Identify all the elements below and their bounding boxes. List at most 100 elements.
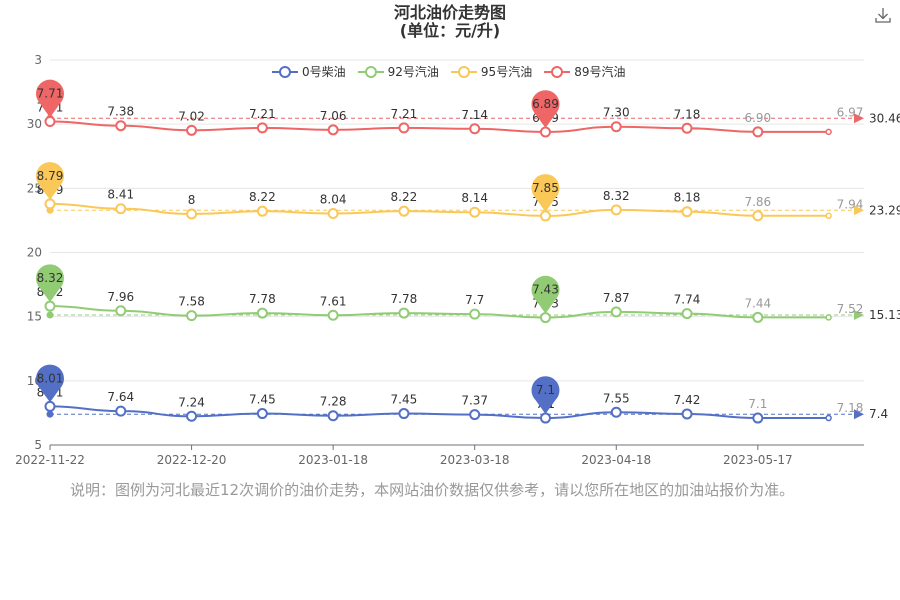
max-pin — [36, 264, 65, 303]
data-label: 7.42 — [674, 393, 701, 407]
average-start-dot — [46, 311, 54, 319]
data-point — [398, 408, 410, 420]
x-tick-label: 2023-04-18 — [581, 453, 651, 467]
data-point — [610, 306, 622, 318]
data-point — [398, 122, 410, 134]
data-point — [115, 203, 127, 215]
min-pin-label: 7.43 — [532, 283, 559, 297]
data-label: 7.61 — [320, 294, 347, 308]
data-point — [681, 206, 693, 218]
markline-label: 6.97 — [837, 105, 864, 119]
data-label: 7.58 — [178, 295, 205, 309]
data-point — [186, 310, 198, 322]
data-point — [539, 312, 551, 324]
legend-marker — [357, 65, 384, 78]
data-point — [327, 410, 339, 422]
min-pin — [531, 275, 560, 314]
data-point — [256, 205, 268, 217]
data-label: 8.04 — [320, 192, 347, 206]
data-label: 6.90 — [744, 111, 771, 125]
data-point-end — [825, 414, 832, 422]
y-tick-label: 30 — [27, 117, 42, 131]
data-label: 7.37 — [461, 394, 488, 408]
data-label: 8.41 — [107, 188, 134, 202]
data-label: 8 — [188, 193, 196, 207]
data-label: 7.21 — [391, 107, 418, 121]
data-point — [398, 205, 410, 217]
data-label: 7.06 — [320, 109, 347, 123]
data-point — [327, 207, 339, 219]
series-line-3 — [49, 120, 829, 133]
data-label: 8.22 — [249, 190, 276, 204]
average-arrow — [854, 309, 864, 320]
average-label: 23.29 — [869, 203, 900, 217]
data-label: 7.7 — [465, 293, 484, 307]
min-pin-label: 7.85 — [532, 181, 559, 195]
download-icon-graphic — [875, 8, 891, 23]
data-point — [398, 307, 410, 319]
legend: 0号柴油 92号汽油 95号汽油 89号汽油 — [272, 63, 625, 80]
data-label: 8.32 — [603, 189, 630, 203]
legend-item-3[interactable]: 89号汽油 — [544, 63, 625, 80]
data-label: 8.18 — [674, 191, 701, 205]
data-point — [44, 300, 56, 312]
max-pin-label: 8.01 — [37, 371, 64, 385]
x-tick-label: 2023-03-18 — [440, 453, 510, 467]
data-point — [752, 126, 764, 138]
data-point — [610, 121, 622, 133]
legend-marker — [544, 65, 571, 78]
data-label: 7.78 — [249, 292, 276, 306]
data-point — [610, 204, 622, 216]
footnote: 说明：图例为河北最近12次调价的油价走势，本网站油价数据仅供参考，请以您所在地区… — [70, 481, 795, 499]
data-point — [115, 405, 127, 417]
average-arrow — [854, 409, 864, 420]
min-pin-label: 7.1 — [536, 383, 555, 397]
average-label: 15.13 — [869, 308, 900, 322]
data-label: 7.55 — [603, 391, 630, 405]
chart-title-line2: (单位：元/升) — [399, 21, 501, 40]
series-line-0 — [49, 405, 829, 420]
data-label: 7.45 — [391, 393, 418, 407]
y-tick-label: 15 — [27, 310, 42, 324]
legend-label: 0号柴油 — [302, 65, 346, 79]
min-pin — [531, 376, 560, 415]
legend-label: 89号汽油 — [574, 65, 626, 79]
data-point-end — [825, 128, 832, 136]
x-tick-label: 2022-12-20 — [157, 453, 227, 467]
max-pin-label: 7.71 — [37, 86, 64, 100]
series-line-1 — [49, 305, 829, 319]
data-label: 7.02 — [178, 109, 205, 123]
legend-item-0[interactable]: 0号柴油 — [272, 63, 346, 80]
data-point — [539, 126, 551, 138]
download-icon[interactable] — [874, 6, 892, 24]
data-point — [469, 308, 481, 320]
average-label: 7.4 — [869, 407, 888, 421]
data-label: 7.28 — [320, 395, 347, 409]
data-point — [44, 115, 56, 127]
data-label: 7.38 — [107, 105, 134, 119]
legend-item-1[interactable]: 92号汽油 — [357, 63, 439, 80]
data-point — [186, 124, 198, 136]
data-point — [256, 307, 268, 319]
data-point — [327, 124, 339, 136]
legend-label: 95号汽油 — [480, 65, 533, 79]
data-point — [469, 409, 481, 421]
data-label: 7.45 — [249, 393, 276, 407]
data-point — [539, 412, 551, 424]
max-pin — [36, 162, 65, 200]
data-point — [752, 210, 764, 222]
data-label: 7.96 — [107, 290, 134, 304]
data-label: 7.30 — [603, 106, 630, 120]
y-tick-label: 25 — [27, 181, 42, 195]
data-point — [44, 198, 56, 210]
data-point — [44, 400, 56, 412]
average-label: 30.46 — [869, 111, 900, 125]
average-arrow — [854, 205, 864, 216]
data-point — [115, 120, 127, 132]
data-point — [681, 122, 693, 134]
legend-item-2[interactable]: 95号汽油 — [450, 63, 533, 80]
chart-title-line1: 河北油价走势图 — [393, 3, 506, 22]
data-point — [186, 208, 198, 220]
data-point-end — [825, 212, 832, 220]
